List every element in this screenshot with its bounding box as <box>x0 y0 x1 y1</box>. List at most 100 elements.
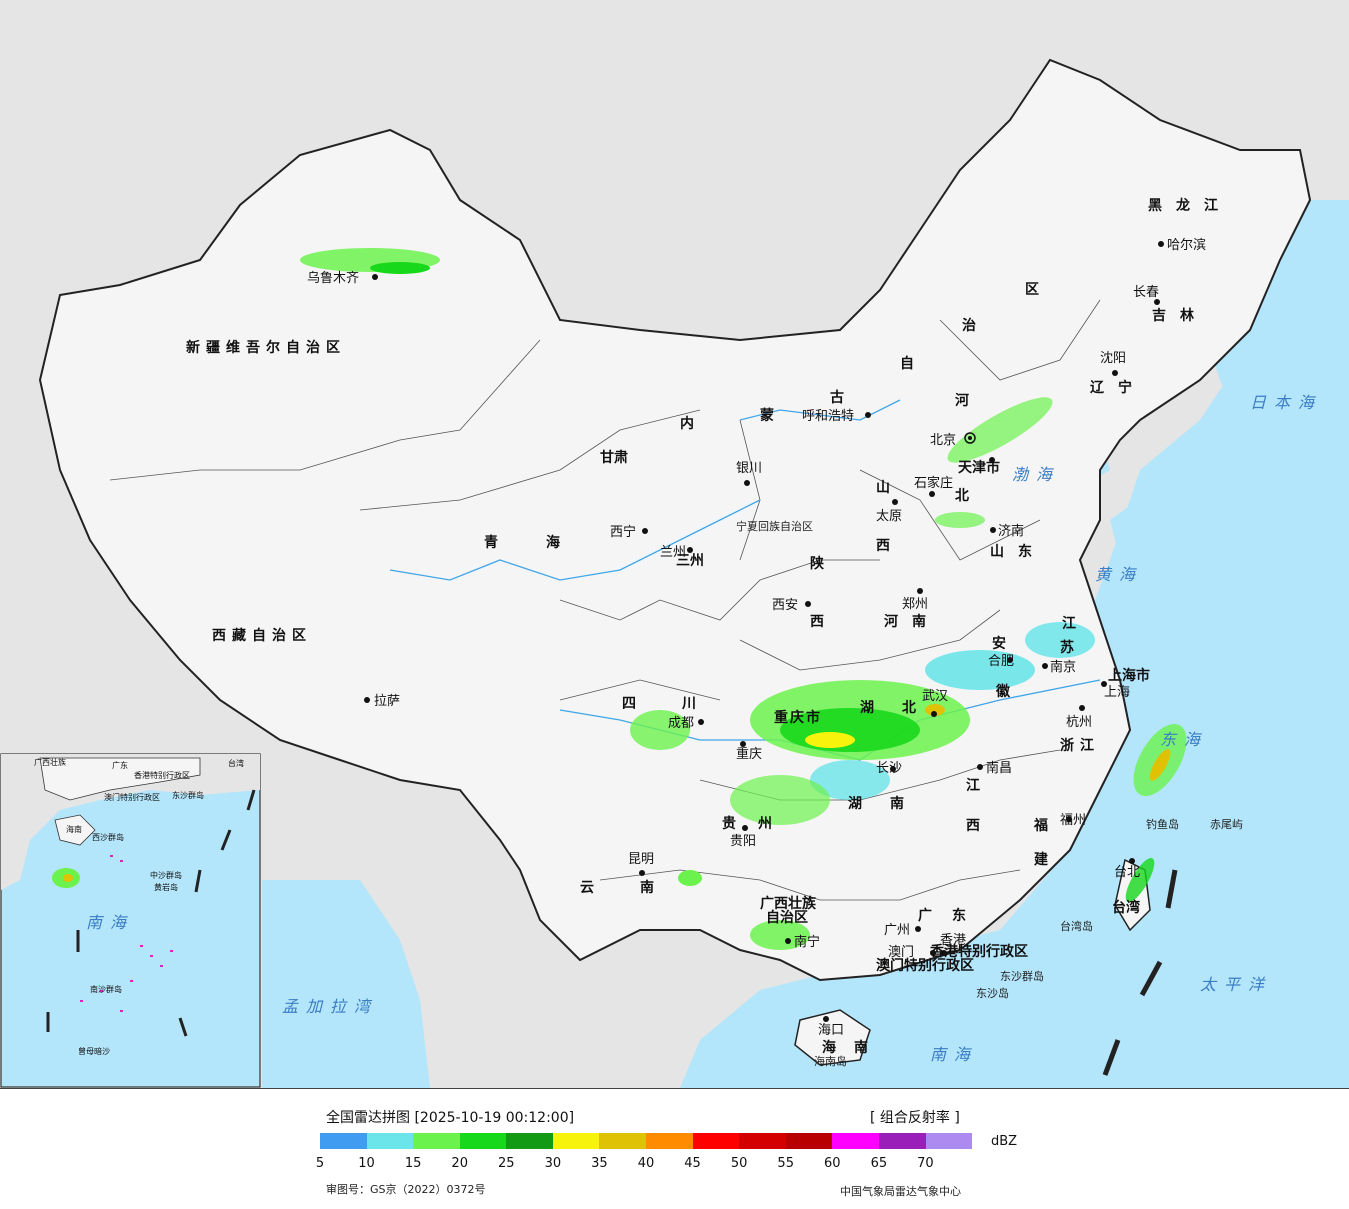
region-sichuan: 四川 <box>622 696 742 712</box>
tick-label-5: 5 <box>315 1156 325 1171</box>
inset-guangxi: 广西壮族 <box>34 757 66 767</box>
region-xinjiang: 新疆维吾尔自治区 <box>186 339 346 356</box>
sea-bengal: 孟加拉湾 <box>282 997 378 1016</box>
nine-dash-segments <box>1102 869 1178 1076</box>
region-gansu-3: 三州 <box>676 553 704 569</box>
region-ningxia: 宁夏回族自治区 <box>736 519 813 533</box>
radar-echoes <box>300 248 1187 950</box>
region-shaanxi-2: 西 <box>810 614 824 630</box>
color-swatch-9 <box>739 1133 786 1149</box>
inset-nansha: 南沙群岛 <box>90 984 122 994</box>
legend-title: 全国雷达拼图 [2025-10-19 00:12:00] <box>326 1110 575 1126</box>
island-chiwei: 赤尾屿 <box>1210 818 1243 831</box>
city-fuzhou: 福州 <box>1060 813 1086 828</box>
map-canvas: 新疆维吾尔自治区 西藏自治区 青海 甘肃 内 蒙 古 自 治 区 黑龙江 吉林 … <box>0 0 1349 1088</box>
region-hebei-2: 河 <box>955 392 969 409</box>
region-macau: 澳门特别行政区 <box>876 957 974 974</box>
inset-nanhai: 南海 <box>86 913 134 932</box>
sea-donghai: 东海 <box>1160 730 1208 749</box>
tick-label-25: 25 <box>498 1156 515 1171</box>
color-swatch-5 <box>552 1133 600 1149</box>
tick-label-45: 45 <box>684 1156 701 1171</box>
city-taiyuan: 太原 <box>876 509 902 524</box>
region-neimenggu-4: 自 <box>900 355 914 372</box>
city-wuhan: 武汉 <box>922 689 948 704</box>
city-taipei: 台北 <box>1114 865 1140 880</box>
south-china-sea-inset: 广东 广西壮族 台湾 香港特别行政区 澳门特别行政区 海南 东沙群岛 西沙群岛 … <box>0 753 261 1088</box>
region-anhui-2: 徽 <box>995 683 1011 700</box>
region-guangxi-2: 自治区 <box>766 909 808 926</box>
island-dongsha-islands: 东沙群岛 <box>1000 969 1044 983</box>
inset-dongsha: 东沙群岛 <box>172 790 204 800</box>
city-nanchang: 南昌 <box>986 760 1012 776</box>
city-yinchuan: 银川 <box>736 461 762 476</box>
tick-label-20: 20 <box>451 1156 468 1171</box>
legend-panel: 全国雷达拼图 [2025-10-19 00:12:00] [ 组合反射率 ] d… <box>0 1088 1349 1209</box>
hainan-island-shape <box>794 1009 871 1066</box>
region-zhejiang: 浙江 <box>1060 737 1100 754</box>
tick-row: 5 10 15 20 25 30 35 40 45 50 55 60 65 70 <box>300 1156 1000 1174</box>
sea-bohai: 渤海 <box>1012 465 1060 484</box>
tick-label-15: 15 <box>404 1156 422 1171</box>
color-swatch-4 <box>506 1133 553 1149</box>
tick-label-35: 35 <box>591 1156 608 1171</box>
color-swatch-10 <box>785 1133 833 1149</box>
region-chongqing: 重庆市 <box>774 709 822 726</box>
region-fujian-1: 福 <box>1033 817 1048 834</box>
region-shanghai: 上海市 <box>1108 667 1150 684</box>
inset-hainan: 海南 <box>66 824 82 834</box>
city-zhengzhou: 郑州 <box>902 597 928 612</box>
region-hubei: 湖北 <box>860 700 944 716</box>
region-shaanxi-1: 陕 <box>810 555 824 572</box>
city-chongqing: 重庆 <box>736 746 762 762</box>
legend-product: [ 组合反射率 ] <box>870 1110 960 1126</box>
city-hefei: 合肥 <box>988 654 1014 669</box>
region-shanxi-2: 西 <box>876 538 890 554</box>
tick-label-70: 70 <box>917 1156 934 1171</box>
region-henan: 河南 <box>884 613 940 630</box>
city-shijiazhuang: 石家庄 <box>914 475 953 491</box>
city-beijing: 北京 <box>930 433 956 448</box>
region-hk: 香港特别行政区 <box>929 943 1028 960</box>
region-hainan: 海南 <box>822 1039 886 1056</box>
region-jilin: 吉林 <box>1152 307 1208 324</box>
inset-zengmu: 曾母暗沙 <box>78 1046 110 1056</box>
sea-nanhai: 南海 <box>930 1045 978 1064</box>
region-jiangsu-2: 苏 <box>1060 639 1074 656</box>
tick-label-50: 50 <box>730 1156 748 1171</box>
color-bar <box>320 1133 973 1149</box>
region-hunan: 湖南 <box>848 795 932 812</box>
color-swatch-2 <box>413 1133 460 1149</box>
sea-huanghai: 黄海 <box>1095 565 1143 584</box>
region-tianjin: 天津市 <box>958 459 1000 476</box>
island-dongsha: 东沙岛 <box>976 986 1009 1000</box>
city-harbin: 哈尔滨 <box>1167 237 1206 253</box>
region-gansu: 甘肃 <box>600 449 628 466</box>
sea-japan: 日本海 <box>1250 393 1322 412</box>
color-swatch-12 <box>878 1133 926 1149</box>
region-jiangsu-1: 江 <box>1062 615 1076 632</box>
china-landmass <box>38 58 1312 982</box>
region-guangxi-1: 广西壮族 <box>760 895 817 912</box>
inset-taiwan: 台湾 <box>228 758 244 768</box>
region-neimenggu-5: 治 <box>962 317 976 334</box>
region-shanxi-1: 山 <box>876 480 890 496</box>
pacific-ocean <box>680 200 1349 1088</box>
city-shanghai: 上海 <box>1104 685 1130 700</box>
city-nanning: 南宁 <box>794 934 820 950</box>
city-guangzhou: 广州 <box>884 923 910 938</box>
city-hangzhou: 杭州 <box>1066 715 1092 730</box>
region-shandong: 山东 <box>990 543 1046 560</box>
island-taiwan: 台湾岛 <box>1060 919 1093 933</box>
island-hainan: 海南岛 <box>814 1054 847 1068</box>
bay-of-bengal <box>262 880 430 1088</box>
region-neimenggu-3: 古 <box>830 389 844 406</box>
inset-zhongsha: 中沙群岛 <box>150 870 182 880</box>
region-anhui-1: 安 <box>992 635 1006 652</box>
color-swatch-11 <box>832 1133 879 1149</box>
tick-label-55: 55 <box>777 1156 794 1171</box>
city-chengdu: 成都 <box>668 716 694 731</box>
region-liaoning: 辽宁 <box>1090 379 1146 396</box>
city-xining: 西宁 <box>610 524 636 540</box>
color-swatch-6 <box>599 1133 647 1149</box>
